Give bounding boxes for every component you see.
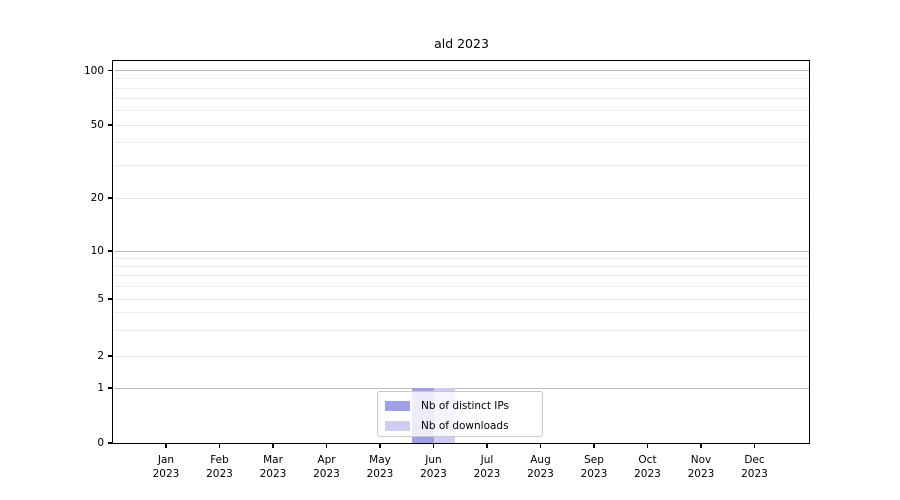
- legend-label: Nb of downloads: [421, 419, 509, 432]
- x-tick-label: Jan 2023: [152, 454, 180, 480]
- legend-item: Nb of distinct IPs: [385, 400, 534, 413]
- x-tick-label: Jun 2023: [420, 454, 447, 480]
- y-gridline-major: [114, 70, 809, 71]
- y-tick-label: 10: [90, 245, 104, 257]
- x-tick-label: Oct 2023: [634, 454, 661, 480]
- x-tick-mark: [432, 444, 435, 448]
- y-tick-mark: [108, 250, 113, 252]
- legend-label: Nb of distinct IPs: [421, 399, 509, 412]
- x-tick-label: Nov 2023: [687, 454, 715, 480]
- y-gridline-major: [114, 124, 809, 126]
- chart-title: ald 2023: [434, 36, 489, 51]
- y-gridline-minor: [114, 87, 809, 89]
- y-gridline-minor: [114, 285, 809, 287]
- x-tick-mark: [325, 444, 328, 448]
- y-tick-label: 5: [97, 293, 104, 305]
- y-tick-mark: [108, 197, 113, 199]
- y-tick-mark: [108, 387, 113, 389]
- y-tick-label: 50: [90, 119, 104, 131]
- x-tick-label: Dec 2023: [741, 454, 768, 480]
- x-tick-mark: [593, 444, 595, 448]
- x-tick-label: Mar 2023: [259, 454, 287, 480]
- y-gridline-minor: [114, 98, 809, 100]
- x-tick-label: Sep 2023: [580, 454, 608, 480]
- y-tick-mark: [108, 298, 113, 300]
- y-gridline-minor: [114, 265, 809, 267]
- y-tick-mark: [108, 442, 113, 444]
- y-gridline-major: [114, 387, 809, 389]
- y-gridline-minor: [114, 165, 809, 167]
- y-tick-label: 1: [97, 382, 104, 394]
- x-tick-mark: [539, 444, 542, 448]
- y-gridline-minor: [114, 312, 809, 314]
- y-gridline-minor: [114, 257, 809, 259]
- legend-swatch-icon: [385, 420, 410, 432]
- y-gridline-minor: [114, 110, 809, 112]
- y-tick-label: 2: [97, 350, 104, 362]
- x-tick-mark: [753, 444, 756, 448]
- y-gridline-major: [114, 298, 809, 300]
- x-tick-mark: [272, 444, 274, 448]
- x-tick-mark: [646, 444, 649, 448]
- y-tick-mark: [108, 355, 113, 357]
- x-tick-label: Apr 2023: [313, 454, 340, 480]
- x-tick-mark: [165, 444, 167, 448]
- x-tick-mark: [379, 444, 381, 448]
- x-tick-mark: [218, 444, 221, 448]
- x-tick-label: Feb 2023: [206, 454, 233, 480]
- y-tick-mark: [108, 124, 113, 126]
- y-gridline-minor: [114, 275, 809, 277]
- y-tick-label: 100: [83, 64, 104, 77]
- y-gridline-minor: [114, 78, 809, 80]
- legend: Nb of distinct IPs Nb of downloads: [377, 391, 543, 437]
- plot-frame: [112, 60, 810, 444]
- y-gridline-minor: [114, 330, 809, 332]
- y-gridline-major: [114, 250, 809, 252]
- x-tick-label: Jul 2023: [473, 454, 501, 480]
- legend-swatch-icon: [385, 400, 410, 412]
- x-tick-mark: [700, 444, 702, 448]
- x-tick-label: May 2023: [366, 454, 394, 480]
- x-tick-label: Aug 2023: [527, 454, 554, 480]
- y-tick-label: 20: [90, 192, 104, 204]
- y-gridline-major: [114, 197, 809, 199]
- y-tick-mark: [108, 69, 113, 72]
- y-gridline-minor: [114, 142, 809, 144]
- y-tick-label: 0: [97, 437, 104, 449]
- y-gridline-major: [114, 355, 809, 357]
- x-tick-mark: [486, 444, 488, 448]
- legend-item: Nb of downloads: [385, 420, 534, 433]
